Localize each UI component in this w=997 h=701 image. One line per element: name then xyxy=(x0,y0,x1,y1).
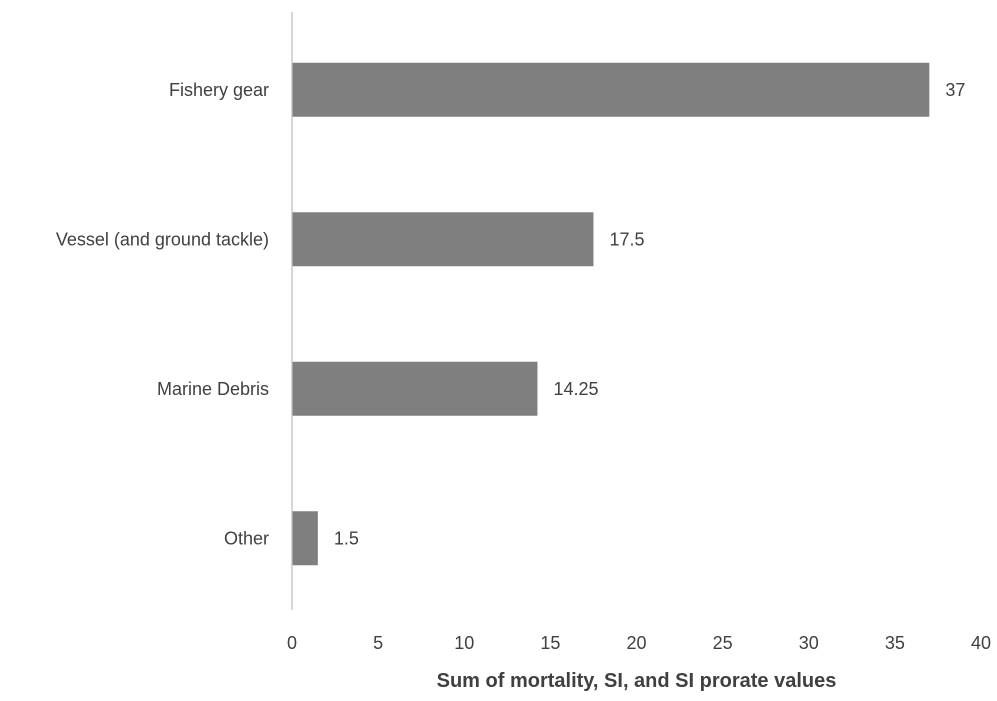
x-tick-label: 35 xyxy=(885,633,905,653)
x-tick-label: 25 xyxy=(713,633,733,653)
data-labels-group: 37 17.5 14.25 1.5 xyxy=(334,80,966,549)
x-tick-label: 40 xyxy=(971,633,991,653)
data-label: 37 xyxy=(945,80,965,100)
bar-2 xyxy=(292,212,594,267)
data-label: 1.5 xyxy=(334,528,359,548)
category-label: Marine Debris xyxy=(157,379,269,399)
x-axis-title: Sum of mortality, SI, and SI prorate val… xyxy=(437,670,837,692)
category-label: Fishery gear xyxy=(169,80,269,100)
x-tick-label: 20 xyxy=(626,633,646,653)
category-label: Vessel (and ground tackle) xyxy=(56,229,269,249)
x-tick-label: 30 xyxy=(799,633,819,653)
data-label: 17.5 xyxy=(609,229,644,249)
x-tick-label: 10 xyxy=(454,633,474,653)
x-tick-labels-group: 0 5 10 15 20 25 30 35 40 xyxy=(287,633,991,653)
bar-3 xyxy=(292,361,538,416)
bar-4 xyxy=(292,511,318,566)
category-label: Other xyxy=(224,528,269,548)
x-tick-label: 5 xyxy=(373,633,383,653)
x-tick-label: 15 xyxy=(540,633,560,653)
bars-group xyxy=(292,62,930,566)
x-tick-label: 0 xyxy=(287,633,297,653)
bar-1 xyxy=(292,62,930,117)
category-labels-group: Fishery gear Vessel (and ground tackle) Ma… xyxy=(56,80,269,549)
data-label: 14.25 xyxy=(553,379,598,399)
